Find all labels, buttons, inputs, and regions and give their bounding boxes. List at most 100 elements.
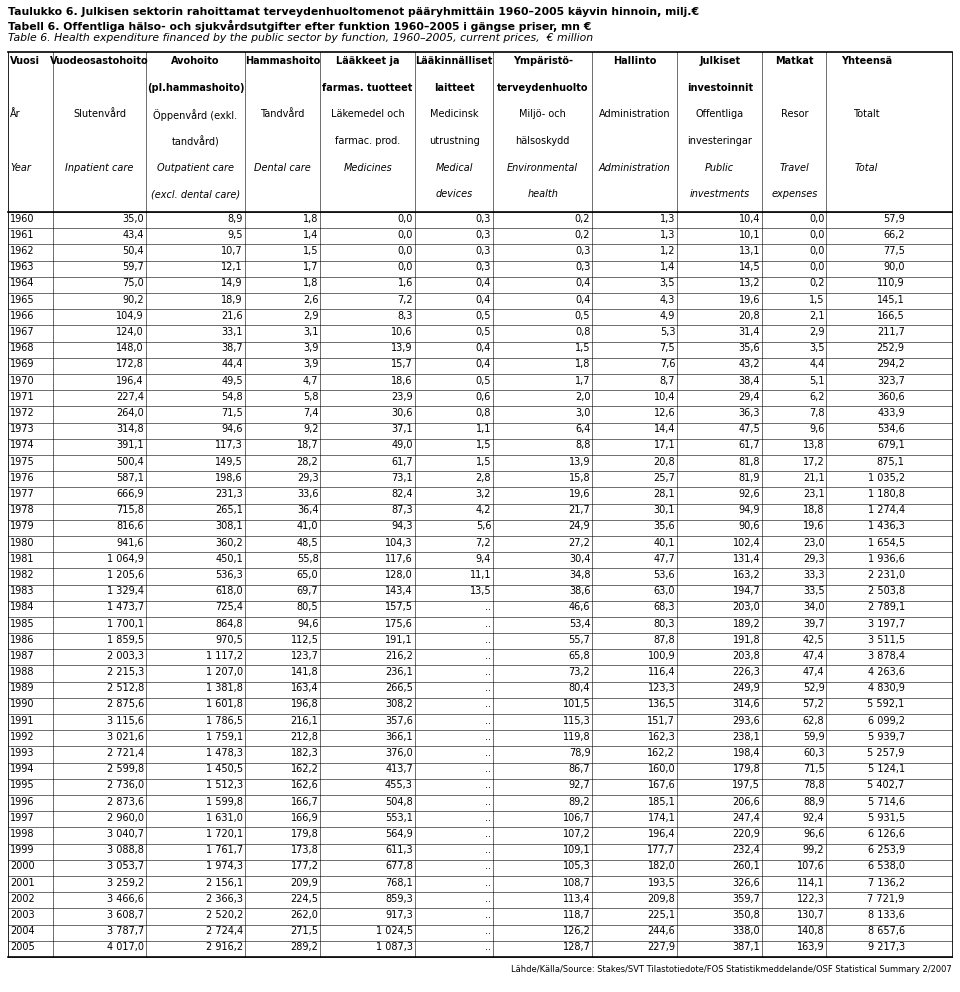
Text: utrustning: utrustning [429, 136, 479, 146]
Text: 3 878,4: 3 878,4 [868, 651, 904, 661]
Text: 104,3: 104,3 [385, 538, 413, 548]
Text: 1963: 1963 [10, 262, 35, 272]
Text: 0,5: 0,5 [476, 310, 492, 320]
Text: 27,2: 27,2 [568, 538, 590, 548]
Text: 3 511,5: 3 511,5 [868, 635, 904, 645]
Text: Administration: Administration [599, 109, 671, 119]
Text: 2 599,8: 2 599,8 [107, 764, 144, 775]
Text: 1,5: 1,5 [575, 343, 590, 353]
Text: 216,2: 216,2 [385, 651, 413, 661]
Text: 109,1: 109,1 [563, 845, 590, 855]
Text: 0,6: 0,6 [476, 392, 492, 402]
Text: 455,3: 455,3 [385, 781, 413, 791]
Text: 173,8: 173,8 [291, 845, 319, 855]
Text: Inpatient care: Inpatient care [65, 163, 133, 173]
Text: 166,5: 166,5 [876, 310, 904, 320]
Text: 23,1: 23,1 [803, 489, 825, 499]
Text: devices: devices [436, 189, 472, 199]
Text: 1,6: 1,6 [397, 279, 413, 289]
Text: 198,4: 198,4 [732, 748, 760, 758]
Text: 2,9: 2,9 [303, 310, 319, 320]
Text: 104,9: 104,9 [116, 310, 144, 320]
Text: 917,3: 917,3 [385, 910, 413, 920]
Text: 4,4: 4,4 [809, 359, 825, 369]
Text: 5 124,1: 5 124,1 [868, 764, 904, 775]
Text: 90,6: 90,6 [739, 522, 760, 532]
Text: 1,3: 1,3 [660, 230, 675, 240]
Text: 94,3: 94,3 [392, 522, 413, 532]
Text: 1962: 1962 [10, 246, 35, 256]
Text: 3,5: 3,5 [660, 279, 675, 289]
Text: Medicines: Medicines [344, 163, 392, 173]
Text: 78,8: 78,8 [803, 781, 825, 791]
Text: 391,1: 391,1 [116, 440, 144, 450]
Text: 8,7: 8,7 [660, 376, 675, 386]
Text: 2003: 2003 [10, 910, 35, 920]
Text: 116,4: 116,4 [648, 667, 675, 678]
Text: farmac. prod.: farmac. prod. [335, 136, 400, 146]
Text: 40,1: 40,1 [654, 538, 675, 548]
Text: 266,5: 266,5 [385, 683, 413, 693]
Text: 1 064,9: 1 064,9 [107, 554, 144, 563]
Text: 8,8: 8,8 [575, 440, 590, 450]
Text: 20,8: 20,8 [654, 456, 675, 466]
Text: 2004: 2004 [10, 927, 35, 936]
Text: 413,7: 413,7 [385, 764, 413, 775]
Text: 618,0: 618,0 [215, 586, 243, 596]
Text: 1 720,1: 1 720,1 [205, 829, 243, 839]
Text: 1 759,1: 1 759,1 [205, 732, 243, 742]
Text: 13,9: 13,9 [569, 456, 590, 466]
Text: 92,4: 92,4 [803, 812, 825, 822]
Text: 94,6: 94,6 [222, 425, 243, 434]
Text: 80,4: 80,4 [569, 683, 590, 693]
Text: 1985: 1985 [10, 618, 35, 629]
Text: 80,5: 80,5 [297, 602, 319, 612]
Text: Yhteensä: Yhteensä [841, 56, 892, 66]
Text: 59,7: 59,7 [122, 262, 144, 272]
Text: Offentliga: Offentliga [696, 109, 744, 119]
Text: 0,0: 0,0 [809, 246, 825, 256]
Text: 143,4: 143,4 [385, 586, 413, 596]
Text: 1989: 1989 [10, 683, 35, 693]
Text: investments: investments [689, 189, 750, 199]
Text: 7,2: 7,2 [397, 295, 413, 305]
Text: 2 366,3: 2 366,3 [206, 894, 243, 904]
Text: Medicinsk: Medicinsk [430, 109, 478, 119]
Text: 1995: 1995 [10, 781, 35, 791]
Text: 0,0: 0,0 [809, 262, 825, 272]
Text: 29,3: 29,3 [297, 473, 319, 483]
Text: 196,8: 196,8 [291, 699, 319, 709]
Text: Lähde/Källa/Source: Stakes/SVT Tilastotiedote/FOS Statistikmeddelande/OSF Statis: Lähde/Källa/Source: Stakes/SVT Tilastoti… [512, 965, 952, 974]
Text: 611,3: 611,3 [385, 845, 413, 855]
Text: 81,8: 81,8 [739, 456, 760, 466]
Text: 48,5: 48,5 [297, 538, 319, 548]
Text: 323,7: 323,7 [876, 376, 904, 386]
Text: 1 035,2: 1 035,2 [868, 473, 904, 483]
Text: 1992: 1992 [10, 732, 35, 742]
Text: 3 021,6: 3 021,6 [107, 732, 144, 742]
Text: 141,8: 141,8 [291, 667, 319, 678]
Text: terveydenhuolto: terveydenhuolto [497, 82, 588, 92]
Text: 162,2: 162,2 [647, 748, 675, 758]
Text: 534,6: 534,6 [876, 425, 904, 434]
Text: 25,7: 25,7 [654, 473, 675, 483]
Text: 1 786,5: 1 786,5 [205, 715, 243, 726]
Text: 0,2: 0,2 [575, 213, 590, 223]
Text: 87,3: 87,3 [392, 505, 413, 515]
Text: 10,6: 10,6 [392, 327, 413, 337]
Text: Taulukko 6. Julkisen sektorin rahoittamat terveydenhuoltomenot pääryhmittäin 196: Taulukko 6. Julkisen sektorin rahoittama… [8, 7, 699, 17]
Text: ..: .. [485, 829, 492, 839]
Text: 0,5: 0,5 [476, 327, 492, 337]
Text: 136,5: 136,5 [648, 699, 675, 709]
Text: 162,2: 162,2 [291, 764, 319, 775]
Text: 1 436,3: 1 436,3 [868, 522, 904, 532]
Text: 212,8: 212,8 [291, 732, 319, 742]
Text: 1 205,6: 1 205,6 [107, 570, 144, 580]
Text: expenses: expenses [771, 189, 818, 199]
Text: 1 450,5: 1 450,5 [205, 764, 243, 775]
Text: 0,3: 0,3 [476, 262, 492, 272]
Text: Avohoito: Avohoito [171, 56, 220, 66]
Text: Table 6. Health expenditure financed by the public sector by function, 1960–2005: Table 6. Health expenditure financed by … [8, 33, 593, 43]
Text: 124,0: 124,0 [116, 327, 144, 337]
Text: 34,0: 34,0 [803, 602, 825, 612]
